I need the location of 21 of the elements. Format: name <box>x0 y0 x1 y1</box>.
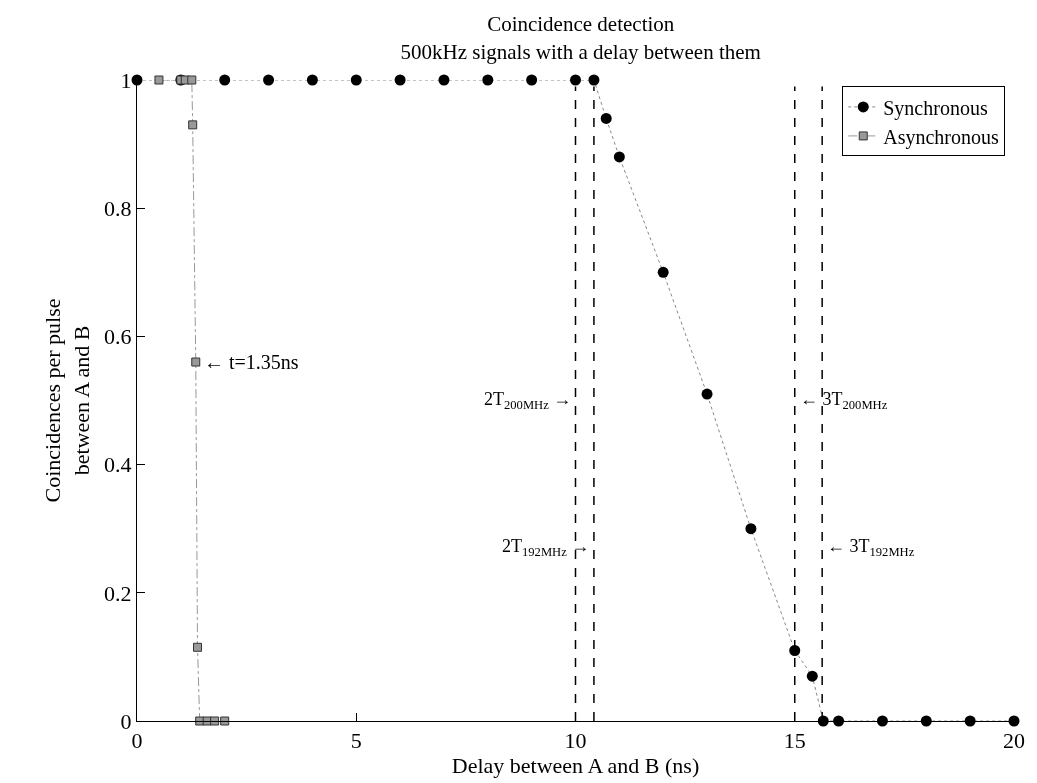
y-tick-label: 0.2 <box>104 580 132 606</box>
ref-line-label: 2T$_{200MHz}$ → <box>484 389 572 412</box>
ref-line-label: 2T$_{192MHz}$ → <box>502 536 590 559</box>
y-tick-label: 0.6 <box>104 324 132 350</box>
x-axis-title: Delay between A and B (ns) <box>451 753 700 779</box>
y-tick-label: 0.4 <box>104 452 132 478</box>
y-tick-label: 0.8 <box>104 195 132 221</box>
ref-line-label: ← 3T$_{192MHz}$ <box>827 536 915 559</box>
ref-line-label: ← 3T$_{200MHz}$ <box>800 389 888 412</box>
legend-label: Synchronous <box>883 96 988 120</box>
y-tick-label: 1 <box>120 67 132 93</box>
x-tick-label: 10 <box>564 728 587 754</box>
x-tick-label: 5 <box>350 728 362 754</box>
y-tick-label: 0 <box>120 708 132 734</box>
legend-label: Asynchronous <box>883 125 999 149</box>
chart-subtitle: 500kHz signals with a delay between them <box>400 39 761 64</box>
x-tick-label: 20 <box>1003 728 1025 754</box>
annotation: ← t=1.35ns <box>204 351 299 373</box>
y-axis-title: Coincidences per pulse between A and B <box>40 298 94 503</box>
chart-title: Coincidence detection <box>487 12 675 37</box>
x-tick-label: 15 <box>783 728 806 754</box>
